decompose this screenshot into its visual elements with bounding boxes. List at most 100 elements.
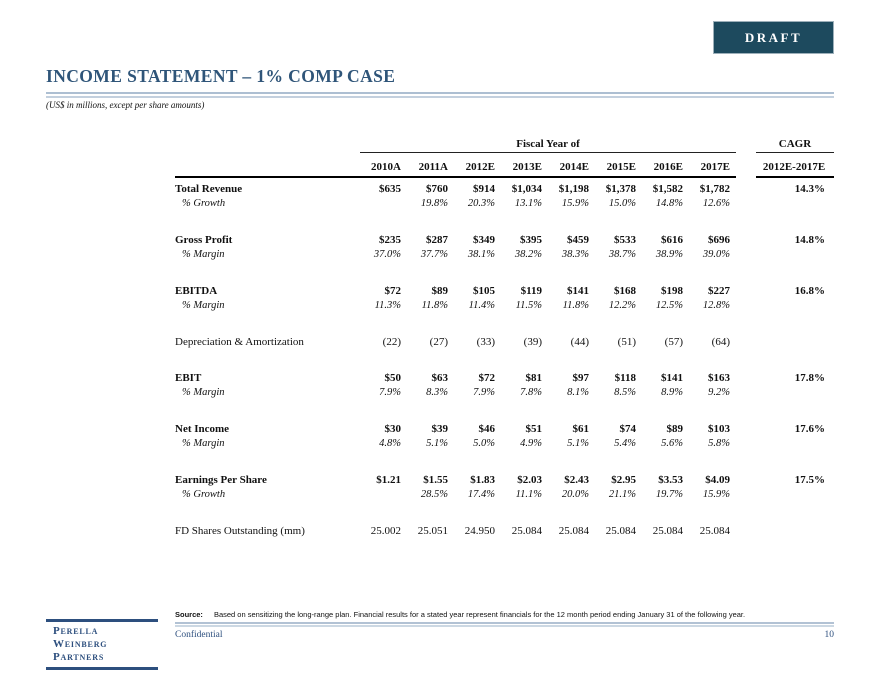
cell-value: $1.21 bbox=[376, 473, 401, 486]
spacer-cell bbox=[175, 349, 834, 370]
spacer-row bbox=[175, 349, 834, 370]
cell-value: 25.084 bbox=[699, 524, 730, 537]
cagr-value: 17.8% bbox=[794, 371, 825, 384]
cell-value: $50 bbox=[384, 371, 402, 384]
cell-value: (39) bbox=[523, 335, 542, 348]
cell-value: 7.8% bbox=[520, 387, 542, 398]
cell-value: 25.084 bbox=[652, 524, 683, 537]
table-row: % Growth 19.8% 20.3% 13.1% 15.9% 15.0% 14.8% 12… bbox=[175, 196, 834, 211]
gap-cell bbox=[736, 133, 756, 153]
cagr-value bbox=[756, 523, 834, 538]
gap-cell bbox=[736, 177, 756, 196]
table-row: % Margin 11.3% 11.8% 11.4% 11.5% 11.8% 12.2% 12… bbox=[175, 298, 834, 313]
cell-value: 12.2% bbox=[608, 300, 636, 311]
cell-value: 39.0% bbox=[702, 249, 730, 260]
year-header: 2015E bbox=[595, 152, 642, 178]
cell-value: (27) bbox=[429, 335, 448, 348]
cagr-value bbox=[756, 247, 834, 262]
cagr-value bbox=[756, 196, 834, 211]
row-label: % Margin bbox=[182, 387, 225, 398]
spacer-row bbox=[175, 502, 834, 523]
gap-cell bbox=[736, 523, 756, 538]
cell-value: 25.051 bbox=[417, 524, 448, 537]
cell-value: $61 bbox=[572, 422, 590, 435]
cell-value: $119 bbox=[520, 284, 542, 297]
cagr-value: 17.6% bbox=[794, 422, 825, 435]
year-header: 2010A bbox=[360, 152, 407, 178]
page-number: 10 bbox=[824, 630, 835, 640]
cell-value: $1,782 bbox=[699, 182, 730, 195]
cell-value: 14.8% bbox=[655, 198, 683, 209]
row-label: Total Revenue bbox=[175, 182, 243, 195]
cell-value: $1,198 bbox=[558, 182, 589, 195]
cell-value: $163 bbox=[708, 371, 730, 384]
footer-divider bbox=[175, 622, 834, 627]
cell-value: 37.7% bbox=[420, 249, 448, 260]
cell-value: $74 bbox=[619, 422, 637, 435]
row-label: Gross Profit bbox=[175, 233, 233, 246]
gap-cell bbox=[736, 247, 756, 262]
cell-value: $198 bbox=[661, 284, 683, 297]
table-row: % Growth 28.5% 17.4% 11.1% 20.0% 21.1% 19.7% 15… bbox=[175, 487, 834, 502]
year-header: 2014E bbox=[548, 152, 595, 178]
cell-value: 11.1% bbox=[515, 489, 542, 500]
cell-value: $3.53 bbox=[658, 473, 683, 486]
cagr-value: 14.3% bbox=[794, 182, 825, 195]
cell-value: 28.5% bbox=[420, 489, 448, 500]
cell-value: 4.9% bbox=[520, 438, 542, 449]
cell-value: $89 bbox=[666, 422, 684, 435]
table-row: % Margin 37.0% 37.7% 38.1% 38.2% 38.3% 38.7% 38… bbox=[175, 247, 834, 262]
gap-cell bbox=[736, 421, 756, 436]
gap-cell bbox=[736, 298, 756, 313]
table-row: % Margin 7.9% 8.3% 7.9% 7.8% 8.1% 8.5% 8.9% 9.2% bbox=[175, 385, 834, 400]
table-row: EBIT $50 $63 $72 $81 $97 $118 $141 $163 17.8% bbox=[175, 370, 834, 385]
cell-value: 5.8% bbox=[708, 438, 730, 449]
cell-value: $1.55 bbox=[423, 473, 448, 486]
row-label: % Growth bbox=[182, 489, 226, 500]
cell-value: 15.9% bbox=[561, 198, 589, 209]
cell-value: 12.8% bbox=[702, 300, 730, 311]
cell-value: 11.4% bbox=[468, 300, 495, 311]
cell-value: 13.1% bbox=[514, 198, 542, 209]
cell-value: 12.5% bbox=[655, 300, 683, 311]
table-row: FD Shares Outstanding (mm) 25.002 25.051 24… bbox=[175, 523, 834, 538]
cell-value: 38.1% bbox=[467, 249, 495, 260]
draft-badge: DRAFT bbox=[713, 21, 834, 54]
table-row: Net Income $30 $39 $46 $51 $61 $74 $89 $103 17.6% bbox=[175, 421, 834, 436]
spacer-cell bbox=[175, 502, 834, 523]
spacer-row bbox=[175, 313, 834, 334]
cell-value: 20.0% bbox=[561, 489, 589, 500]
cell-value: $459 bbox=[567, 233, 589, 246]
logo-line: Perella bbox=[53, 625, 99, 637]
cell-value: $349 bbox=[473, 233, 495, 246]
spacer-cell bbox=[175, 313, 834, 334]
cell-value: 9.2% bbox=[708, 387, 730, 398]
cell-value: $235 bbox=[379, 233, 401, 246]
cell-value: 24.950 bbox=[464, 524, 495, 537]
spacer-cell bbox=[175, 211, 834, 232]
gap-cell bbox=[736, 472, 756, 487]
cell-value: $63 bbox=[431, 371, 449, 384]
logo-line: Partners bbox=[53, 651, 105, 663]
gap-cell bbox=[736, 487, 756, 502]
cell-value: $103 bbox=[708, 422, 730, 435]
cell-value: $1,378 bbox=[605, 182, 636, 195]
divider-line bbox=[46, 92, 834, 94]
spacer-row bbox=[175, 451, 834, 472]
row-label: EBIT bbox=[175, 371, 202, 384]
cell-value: 8.1% bbox=[567, 387, 589, 398]
cell-value: 38.3% bbox=[561, 249, 589, 260]
logo-line: Weinberg bbox=[53, 638, 108, 650]
gap-cell bbox=[736, 153, 756, 178]
year-header: 2012E bbox=[454, 152, 501, 178]
page-title: INCOME STATEMENT – 1% COMP CASE bbox=[46, 66, 396, 86]
cell-value: (33) bbox=[476, 335, 495, 348]
cagr-header: CAGR bbox=[756, 133, 834, 153]
cell-value: (44) bbox=[570, 335, 589, 348]
cagr-range-header: 2012E-2017E bbox=[756, 152, 834, 178]
gap-cell bbox=[736, 370, 756, 385]
table-row: Depreciation & Amortization (22) (27) (33) (… bbox=[175, 334, 834, 349]
cell-value: $2.43 bbox=[564, 473, 589, 486]
cell-value: 5.0% bbox=[473, 438, 495, 449]
